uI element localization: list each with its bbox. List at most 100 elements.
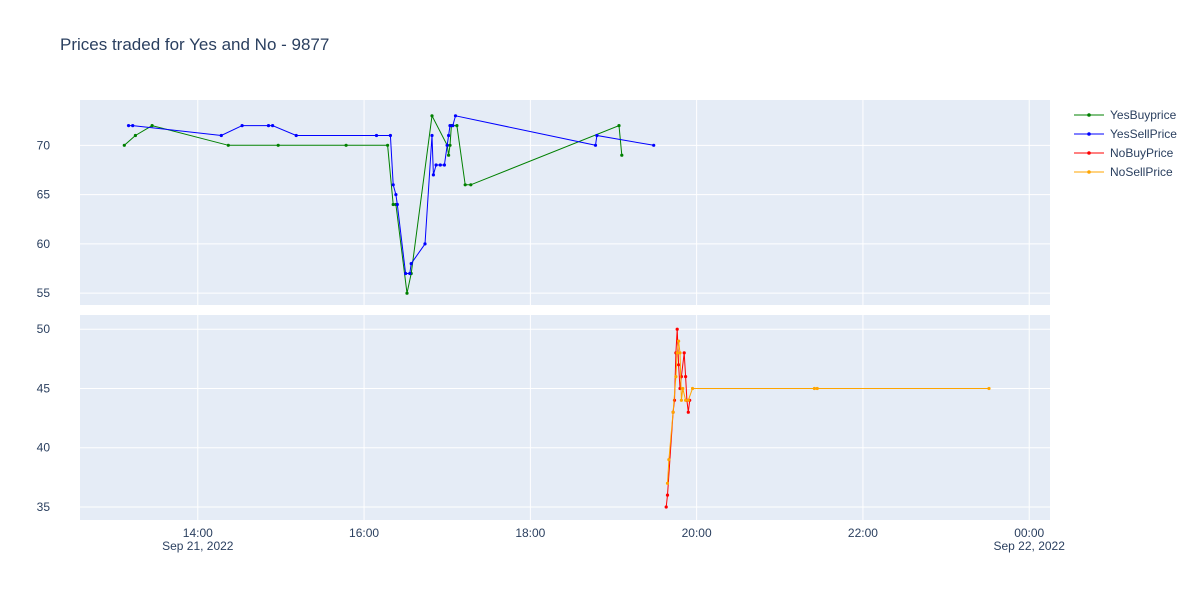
y-tick-label: 40 — [37, 441, 51, 455]
data-point — [266, 124, 271, 128]
data-point — [150, 124, 154, 128]
data-point — [690, 386, 695, 391]
series-NoSellPrice — [665, 339, 991, 485]
legend-marker — [1087, 170, 1091, 174]
x-tick-sublabel: Sep 22, 2022 — [994, 539, 1066, 553]
plot-background — [80, 100, 1050, 305]
data-point — [652, 143, 656, 147]
plot-background — [80, 315, 1050, 520]
data-point — [445, 143, 449, 147]
data-point — [404, 271, 408, 276]
data-point — [620, 153, 624, 157]
x-tick-label: 00:00 — [1014, 526, 1044, 540]
data-point — [430, 133, 434, 138]
data-point — [469, 183, 473, 187]
data-point — [684, 398, 688, 402]
data-point — [665, 493, 670, 497]
data-point — [667, 458, 671, 462]
data-point — [122, 143, 126, 147]
data-point — [448, 124, 452, 128]
data-point — [453, 114, 458, 118]
data-point — [463, 183, 467, 187]
data-point — [617, 124, 621, 128]
data-point — [438, 163, 442, 167]
y-tick-label: 45 — [37, 381, 51, 395]
data-point — [226, 143, 230, 147]
data-point — [682, 351, 686, 355]
data-point — [675, 327, 679, 331]
legend-marker — [1087, 151, 1091, 155]
x-tick-label: 18:00 — [515, 526, 545, 540]
data-point — [126, 124, 131, 128]
data-point — [409, 262, 413, 266]
legend-marker — [1087, 113, 1091, 117]
legend-label: YesSellPrice — [1110, 127, 1177, 141]
data-point — [593, 143, 598, 147]
y-tick-label: 60 — [37, 237, 51, 251]
data-point — [815, 386, 819, 391]
data-point — [442, 163, 446, 167]
data-point — [671, 410, 675, 414]
legend-label: NoSellPrice — [1110, 165, 1173, 179]
data-point — [276, 143, 280, 147]
legend-marker — [1087, 132, 1091, 136]
data-point — [131, 124, 135, 128]
data-point — [391, 183, 395, 187]
data-point — [812, 386, 817, 391]
data-point — [344, 143, 348, 147]
data-point — [987, 386, 991, 391]
data-point — [665, 481, 670, 485]
data-point — [595, 133, 599, 138]
data-point — [451, 124, 455, 128]
chart-title: Prices traded for Yes and No - 9877 — [60, 35, 329, 54]
data-point — [408, 271, 412, 276]
data-point — [240, 124, 244, 128]
data-point — [388, 133, 392, 138]
x-tick-label: 16:00 — [349, 526, 379, 540]
series-YesSellPrice — [126, 114, 656, 276]
data-point — [679, 398, 684, 402]
data-point — [677, 339, 681, 343]
x-tick-label: 14:00 — [183, 526, 213, 540]
data-point — [423, 242, 427, 246]
data-point — [681, 386, 685, 391]
data-point — [678, 351, 682, 355]
x-tick-sublabel: Sep 21, 2022 — [162, 539, 234, 553]
data-point — [394, 193, 398, 197]
data-point — [386, 143, 390, 147]
subplot-bottom: 35 40 45 50 — [37, 315, 1050, 520]
data-point — [664, 505, 668, 509]
data-point — [448, 143, 452, 147]
data-point — [133, 133, 137, 138]
y-tick-label: 70 — [37, 138, 51, 152]
legend-label: YesBuyprice — [1110, 108, 1177, 122]
legend-item-YesSellPrice[interactable]: YesSellPrice — [1074, 127, 1177, 141]
y-tick-label: 55 — [37, 286, 51, 300]
data-point — [405, 291, 409, 295]
subplot-top: 55 60 65 70 — [37, 100, 1050, 305]
legend-item-NoSellPrice[interactable]: NoSellPrice — [1074, 165, 1173, 179]
data-point — [686, 398, 690, 402]
data-point — [434, 163, 438, 167]
data-point — [391, 202, 395, 207]
data-point — [686, 410, 690, 414]
data-point — [294, 133, 298, 138]
legend[interactable]: YesBuyprice YesSellPrice NoBuyPrice NoSellP… — [1074, 108, 1177, 179]
data-point — [684, 375, 688, 379]
legend-item-YesBuyprice[interactable]: YesBuyprice — [1074, 108, 1177, 122]
legend-item-NoBuyPrice[interactable]: NoBuyPrice — [1074, 146, 1174, 160]
data-point — [395, 202, 399, 207]
y-tick-label: 50 — [37, 322, 51, 336]
x-tick-label: 20:00 — [682, 526, 712, 540]
data-point — [447, 153, 451, 157]
data-point — [430, 114, 434, 118]
data-point — [219, 133, 223, 138]
data-point — [674, 375, 678, 379]
x-tick-label: 22:00 — [848, 526, 878, 540]
data-point — [447, 133, 451, 138]
data-point — [455, 124, 459, 128]
data-point — [271, 124, 275, 128]
